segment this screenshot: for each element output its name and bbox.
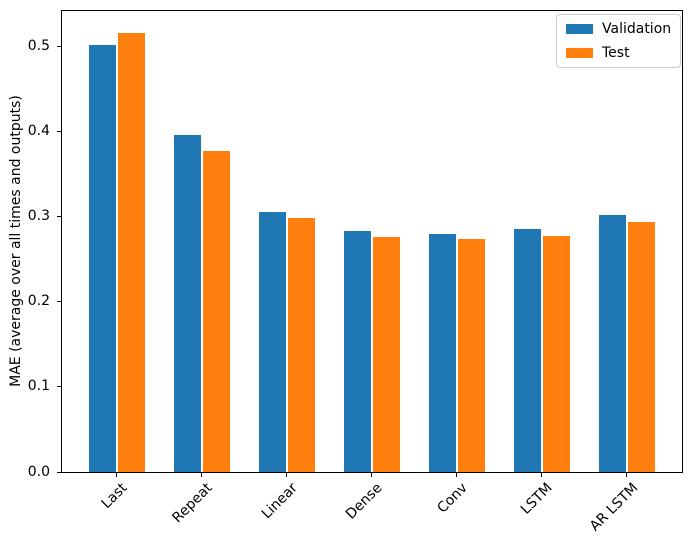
bar-validation-conv bbox=[428, 233, 456, 472]
y-tick-mark bbox=[57, 131, 61, 133]
y-tick-label: 0.3 bbox=[27, 208, 50, 225]
x-tick-mark bbox=[371, 473, 373, 477]
y-tick-mark bbox=[57, 46, 61, 48]
x-tick-mark bbox=[286, 473, 288, 477]
y-tick-mark bbox=[57, 216, 61, 218]
y-tick-mark bbox=[57, 301, 61, 303]
legend-label: Validation bbox=[602, 21, 672, 37]
y-tick-label: 0.4 bbox=[27, 123, 50, 140]
x-tick-label-last: Last bbox=[98, 480, 131, 512]
bar-test-conv bbox=[457, 238, 485, 472]
legend: Validation Test bbox=[556, 14, 682, 68]
x-tick-mark bbox=[541, 473, 543, 477]
y-tick-mark bbox=[57, 471, 61, 473]
plot-area bbox=[61, 10, 683, 473]
legend-swatch-validation bbox=[566, 24, 593, 34]
bar-test-linear bbox=[287, 217, 315, 472]
bar-test-ar-lstm bbox=[627, 221, 655, 472]
x-tick-label-dense: Dense bbox=[343, 480, 386, 523]
x-tick-mark bbox=[456, 473, 458, 477]
x-tick-label-repeat: Repeat bbox=[169, 480, 216, 527]
bar-validation-lstm bbox=[513, 228, 541, 472]
legend-swatch-test bbox=[566, 48, 593, 58]
y-tick-label: 0.0 bbox=[27, 463, 50, 480]
bar-validation-last bbox=[88, 45, 116, 472]
y-tick-label: 0.1 bbox=[27, 378, 50, 395]
bar-test-dense bbox=[372, 237, 400, 472]
bar-validation-repeat bbox=[173, 135, 201, 472]
x-tick-label-ar-lstm: AR LSTM bbox=[586, 480, 641, 535]
bar-test-lstm bbox=[542, 236, 570, 472]
y-tick-label: 0.2 bbox=[27, 293, 50, 310]
x-tick-label-linear: Linear bbox=[258, 480, 301, 523]
x-tick-mark bbox=[201, 473, 203, 477]
bar-test-last bbox=[117, 33, 145, 472]
bar-test-repeat bbox=[202, 151, 230, 472]
legend-item-test: Test bbox=[566, 44, 671, 62]
bar-validation-linear bbox=[258, 211, 286, 472]
bar-validation-ar-lstm bbox=[598, 215, 626, 472]
legend-item-validation: Validation bbox=[566, 20, 671, 38]
x-tick-label-lstm: LSTM bbox=[518, 480, 556, 518]
legend-label: Test bbox=[602, 45, 630, 61]
x-tick-mark bbox=[626, 473, 628, 477]
y-tick-label: 0.5 bbox=[27, 38, 50, 55]
x-tick-label-conv: Conv bbox=[434, 480, 471, 517]
y-tick-mark bbox=[57, 386, 61, 388]
x-tick-mark bbox=[116, 473, 118, 477]
bar-validation-dense bbox=[343, 231, 371, 472]
